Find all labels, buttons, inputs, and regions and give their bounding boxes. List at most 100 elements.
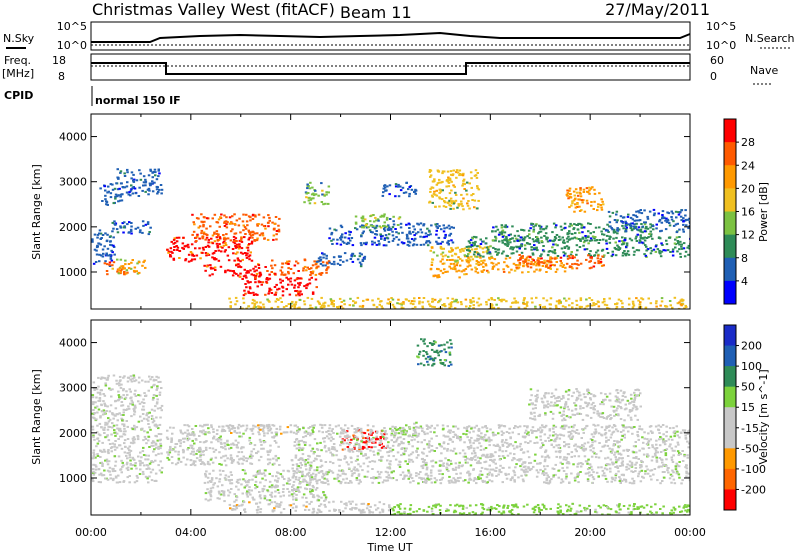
range-cell [582,191,586,193]
range-cell [525,256,529,259]
range-cell [133,404,137,407]
range-cell [501,443,504,446]
range-cell [414,431,418,434]
range-cell [380,214,384,217]
range-cell [581,236,585,239]
range-cell [439,190,443,193]
range-cell [440,228,443,231]
range-cell [388,184,392,187]
range-cell [139,462,142,465]
range-cell [140,427,143,430]
range-cell [529,461,533,464]
range-cell [426,300,430,303]
range-cell [468,474,471,477]
range-cell [657,212,660,215]
range-cell [571,429,574,432]
range-cell [420,477,423,480]
range-cell [439,181,443,184]
range-cell [408,195,411,198]
range-cell [589,260,592,263]
range-cell [489,453,493,456]
range-cell [494,235,497,238]
range-cell [253,299,256,302]
range-cell [535,263,539,265]
range-cell [177,236,181,239]
range-cell [189,433,192,436]
range-cell [555,455,558,458]
range-cell [503,441,507,444]
range-cell [426,474,430,477]
range-cell [185,244,188,247]
range-cell [205,423,208,426]
range-cell [530,260,533,263]
range-cell [387,240,391,243]
range-cell [250,273,253,276]
range-cell [446,179,449,182]
range-cell [326,480,330,483]
range-cell [99,187,102,190]
range-cell [241,469,245,471]
range-cell [622,227,625,230]
range-cell [257,223,260,225]
range-cell [239,251,243,254]
range-cell [220,250,223,253]
range-cell [266,489,269,492]
range-cell [224,454,228,457]
nsky-trace [91,31,691,43]
range-cell [287,272,290,275]
range-cell [558,235,561,238]
range-cell [290,493,294,496]
range-cell [443,303,446,305]
range-cell [433,298,437,301]
range-cell [577,263,580,266]
range-cell [660,221,664,224]
range-cell [542,228,546,231]
range-cell [625,252,629,255]
range-cell [222,492,226,495]
range-cell [294,301,298,304]
range-cell [242,294,246,297]
range-cell [195,457,199,460]
range-cell [402,301,405,304]
range-cell [603,254,606,257]
range-cell [298,299,302,301]
range-cell [340,235,343,238]
range-cell [559,449,562,452]
range-cell [321,264,325,267]
range-cell [659,304,662,307]
range-cell [469,298,472,301]
range-cell [259,497,263,500]
range-cell [505,431,509,433]
range-cell [671,254,675,257]
range-cell [391,234,395,237]
range-cell [426,428,429,430]
range-cell [159,442,162,445]
range-cell [605,425,608,428]
range-cell [362,454,365,457]
range-cell [295,278,299,281]
range-cell [147,423,150,425]
range-cell [554,237,558,240]
range-cell [92,409,95,411]
range-cell [105,378,109,381]
range-cell [154,459,157,462]
range-cell [171,449,174,452]
range-cell [664,219,667,222]
range-cell [98,399,102,402]
range-cell [276,288,279,291]
range-cell [537,241,541,244]
range-cell [573,424,576,427]
range-cell [522,260,525,263]
range-cell [278,428,282,431]
range-cell [373,241,376,244]
range-cell [672,220,675,223]
range-cell [266,278,270,281]
range-cell [585,199,589,202]
range-cell [322,203,325,206]
range-cell [669,435,673,438]
range-cell [277,445,280,448]
range-cell [574,206,578,209]
range-cell [544,307,547,309]
range-cell [687,227,690,230]
range-cell [278,287,281,290]
